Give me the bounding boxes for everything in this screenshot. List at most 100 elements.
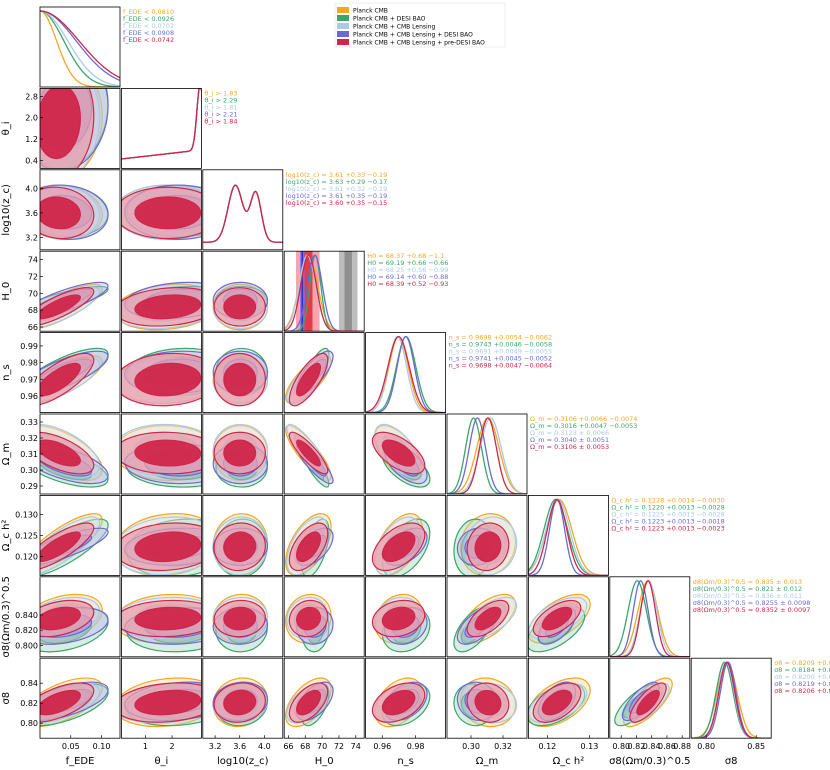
panel-n_s-vs-f_EDE: 0.96 0.97 0.98 0.99 n_s (1, 332, 121, 414)
stat-sigma8-0: σ8 = 0.8209 +0.0079 −0.0099 (774, 659, 830, 667)
y-tick-label: 0.82 (20, 699, 38, 708)
contour-sigma8-H0-s4-l1 (296, 689, 322, 716)
contour-sigma8-S8-s4-l1 (636, 689, 660, 716)
legend-entry-3: Planck CMB + CMB Lensing + DESI BAO (353, 32, 473, 39)
stat-H0-4: H0 = 68.39 +0.52 −0.93 (367, 280, 448, 288)
contour-sigma8-log10_zc-s4-l1 (223, 689, 257, 716)
panel-sigma8-vs-theta_i: 1 2θ_i (121, 657, 202, 767)
x-tick-label: 3.2 (209, 742, 222, 751)
contour-sigma8-Omega_m-s4-l1 (474, 689, 502, 716)
marginal-Omega_c_h2-3 (528, 498, 609, 576)
marginal-Omega_c_h2-4 (528, 498, 609, 576)
panel-frame (202, 413, 284, 495)
panel-frame (121, 576, 202, 658)
panel-frame (121, 88, 202, 169)
contour-Omega_m-theta_i-s4-l1 (134, 439, 202, 467)
legend-entry-2: Planck CMB + CMB Lensing (353, 24, 435, 31)
stat-sigma8-1: σ8 = 0.8184 +0.0066 −0.0085 (774, 666, 830, 674)
x-tick-label: 3.6 (233, 742, 246, 751)
panel-Omega_m-vs-n_s (365, 413, 447, 495)
marginal-log10_zc-0 (202, 184, 283, 243)
y-tick-label: 2.8 (25, 92, 38, 101)
panel-Omega_c_h2-vs-H0 (283, 494, 365, 576)
panel-Omega_c_h2-vs-Omega_m (446, 494, 528, 576)
panel-frame (365, 332, 447, 414)
marginal-f_EDE-1 (40, 10, 120, 87)
stat-Omega_m-4: Ω_m = 0.3106 ± 0.0053 (530, 443, 609, 451)
panel-frame (121, 494, 202, 576)
h0-band-inner-0 (344, 251, 352, 332)
stat-f_EDE-3: f_EDE < 0.0908 (123, 29, 174, 37)
panel-frame (121, 250, 202, 332)
panel-Omega_m-vs-f_EDE: 0.29 0.30 0.31 0.32 0.33 Ω_m (1, 413, 121, 495)
marginal-theta_i-1 (121, 88, 202, 160)
stat-Omega_m-3: Ω_m = 0.3040 ± 0.0051 (530, 436, 609, 444)
panel-Omega_c_h2-vs-log10_zc (202, 494, 284, 576)
x-tick-label: 2 (170, 742, 175, 751)
x-axis-label-H0: H_0 (315, 756, 334, 767)
stat-H0-3: H0 = 69.14 +0.60 −0.88 (367, 273, 448, 281)
stat-H0-0: H0 = 68.37 +0.68 −1.1 (367, 252, 444, 260)
contour-Omega_m-H0-s4-l1 (296, 439, 322, 467)
h0-band-inner-2 (301, 251, 304, 332)
contour-n_s-theta_i-s4-l1 (134, 362, 202, 397)
marginal-H0-3 (284, 254, 365, 332)
stat-log10_zc-3: log10(z_c) = 3.61 +0.35 −0.19 (286, 192, 388, 200)
contour-theta_i-f_EDE-s4-l1 (40, 88, 81, 160)
y-tick-label: 0.31 (20, 450, 38, 459)
panel-frame (283, 576, 365, 658)
stat-n_s-0: n_s = 0.9698 +0.0054 −0.0062 (449, 334, 553, 342)
stat-Omega_c_h2-1: Ω_c h² = 0.1220 +0.0013 −0.0028 (611, 503, 724, 511)
marginal-Omega_m-2 (447, 417, 527, 494)
y-tick-label: 0.97 (20, 375, 38, 384)
y-tick-label: 0.96 (20, 392, 38, 401)
x-tick-label: 0.12 (538, 742, 556, 751)
panel-frame (283, 413, 365, 495)
contour-Omega_c_h2-H0-s4-l1 (296, 531, 322, 563)
y-tick-label: 66 (28, 323, 38, 332)
x-tick-label: 72 (334, 742, 344, 751)
marginal-log10_zc-4 (202, 184, 283, 243)
marginal-H0-4 (284, 254, 365, 332)
marginal-n_s-4 (365, 335, 446, 413)
stat-f_EDE-4: f_EDE < 0.0742 (123, 36, 174, 44)
x-tick-label: 0.84 (643, 742, 661, 751)
panel-frame (39, 6, 121, 88)
legend-box (334, 2, 506, 48)
x-axis-label-f_EDE: f_EDE (66, 756, 95, 767)
panel-frame (39, 169, 121, 251)
y-tick-label: 0.98 (20, 359, 38, 368)
stat-S8-2: σ8(Ωm/0.3)^0.5 = 0.836 ± 0.011 (693, 592, 802, 600)
x-tick-label: 0.86 (658, 742, 676, 751)
contour-sigma8-Omega_c_h2-s4-l1 (541, 689, 573, 716)
marginal-theta_i-4 (121, 88, 202, 160)
marginal-log10_zc-3 (202, 184, 283, 243)
panel-frame (39, 576, 121, 658)
stat-Omega_c_h2-2: Ω_c h² = 0.1225 +0.0013 −0.0028 (611, 510, 724, 518)
panel-theta_i-vs-theta_i (121, 88, 202, 169)
contour-Omega_c_h2-f_EDE-s4-l1 (40, 531, 81, 563)
panel-Omega_m-vs-H0 (283, 413, 365, 495)
x-tick-label: 0.05 (62, 742, 80, 751)
panel-H0-vs-theta_i (121, 250, 202, 332)
contour-Omega_c_h2-theta_i-s4-l1 (134, 531, 202, 563)
contour-H0-theta_i-s4-l1 (134, 294, 202, 320)
panel-frame (365, 413, 447, 495)
panel-frame (202, 657, 284, 739)
contour-Omega_m-log10_zc-s4-l1 (223, 439, 257, 467)
panel-frame (39, 250, 121, 332)
stat-S8-4: σ8(Ωm/0.3)^0.5 = 0.8352 ± 0.0097 (693, 606, 811, 614)
x-tick-label: 0.10 (93, 742, 111, 751)
contour-Omega_c_h2-log10_zc-s4-l1 (223, 531, 257, 563)
stat-theta_i-3: θ_i > 2.21 (204, 110, 237, 118)
stat-Omega_m-1: Ω_m = 0.3016 +0.0047 −0.0053 (530, 422, 637, 430)
panel-frame (39, 332, 121, 414)
panel-Omega_m-vs-log10_zc (202, 413, 284, 495)
contour-Omega_m-n_s-s4-l1 (381, 439, 416, 467)
y-tick-label: 0.99 (20, 342, 38, 351)
panel-frame (446, 413, 528, 495)
stat-log10_zc-4: log10(z_c) = 3.60 +0.35 −0.15 (286, 199, 388, 207)
contour-log10_zc-theta_i-s4-l1 (134, 196, 202, 230)
